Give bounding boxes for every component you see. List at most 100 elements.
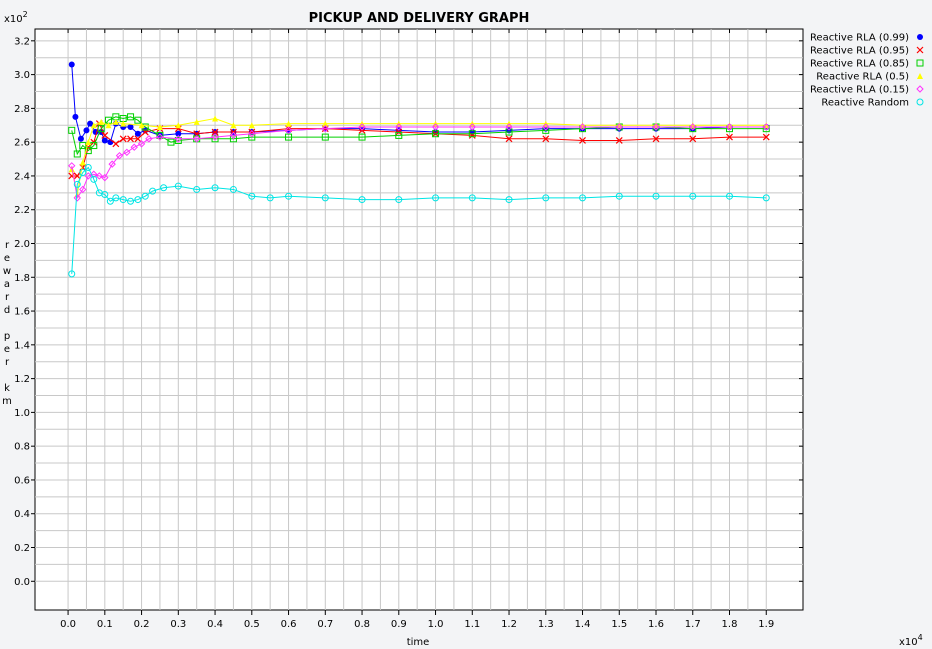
data-point xyxy=(615,123,623,131)
y-tick-label: 1.6 xyxy=(14,307,30,318)
data-point xyxy=(726,133,733,141)
data-point xyxy=(101,191,109,199)
data-point xyxy=(358,133,366,141)
data-point xyxy=(230,122,237,129)
legend-marker xyxy=(917,34,923,40)
x-tick-label: 0.4 xyxy=(207,619,223,630)
data-point xyxy=(175,130,182,137)
data-point xyxy=(130,143,138,151)
series-group xyxy=(68,61,770,278)
x-tick-label: 0.6 xyxy=(281,619,297,630)
data-point xyxy=(167,138,175,146)
data-point xyxy=(211,128,219,136)
series-6 xyxy=(68,163,770,278)
data-point xyxy=(505,135,513,143)
data-point xyxy=(321,194,329,202)
data-point xyxy=(358,196,366,204)
legend-entry-label: Reactive RLA (0.95) xyxy=(810,46,909,57)
data-point xyxy=(134,135,142,143)
data-point xyxy=(90,122,97,129)
x-axis-ticks: 0.0 0.1 0.2 0.3 0.4 0.5 0.6 0.7 0.8 0.9 1.0 1.1 1.2 1… xyxy=(60,29,774,630)
data-point xyxy=(84,163,92,171)
data-point xyxy=(229,131,238,140)
data-point xyxy=(105,122,112,129)
y-tick-label: 0.6 xyxy=(14,475,30,486)
data-point xyxy=(212,115,219,122)
data-point xyxy=(79,142,87,150)
data-point xyxy=(73,194,81,202)
data-point xyxy=(127,135,134,143)
data-point xyxy=(431,123,440,131)
series-5 xyxy=(68,123,770,202)
data-point xyxy=(395,123,403,131)
legend: Reactive RLA (0.99) Reactive RLA (0.95) Re… xyxy=(810,33,924,109)
plot-area xyxy=(34,28,804,611)
data-point xyxy=(248,192,256,200)
y-tick-label: 3.2 xyxy=(14,36,30,47)
data-point xyxy=(468,130,476,138)
data-point xyxy=(505,128,513,136)
data-point xyxy=(101,131,109,139)
x-tick-label: 0.8 xyxy=(354,619,370,630)
data-point xyxy=(248,130,256,138)
data-point xyxy=(127,197,135,205)
data-point xyxy=(90,175,98,183)
data-point xyxy=(652,192,660,200)
data-point xyxy=(266,194,274,202)
y-tick-label: 2.2 xyxy=(14,205,30,216)
data-point xyxy=(101,173,109,182)
data-point xyxy=(79,164,87,171)
data-point xyxy=(192,135,201,143)
data-point xyxy=(112,140,120,148)
data-point xyxy=(285,133,293,141)
x-tick-label: 1.3 xyxy=(538,619,554,630)
data-point xyxy=(72,113,79,120)
data-point xyxy=(95,172,104,180)
x-tick-label: 0.1 xyxy=(97,619,113,630)
data-point xyxy=(79,159,86,166)
x-tick-label: 1.4 xyxy=(575,619,591,630)
legend-entry-label: Reactive Random xyxy=(821,98,909,109)
x-tick-label: 0.3 xyxy=(170,619,186,630)
data-point xyxy=(83,127,90,134)
legend-entry-label: Reactive RLA (0.99) xyxy=(810,33,909,44)
data-point xyxy=(542,194,550,202)
data-point xyxy=(505,123,513,131)
x-tick-label: 1.2 xyxy=(501,619,517,630)
x-tick-label: 1.5 xyxy=(611,619,627,630)
data-point xyxy=(137,140,146,148)
x-axis-label: time xyxy=(407,637,430,648)
y-tick-label: 0.2 xyxy=(14,543,30,554)
data-point xyxy=(134,196,142,204)
data-point xyxy=(725,123,734,131)
data-point xyxy=(84,172,92,180)
data-point xyxy=(248,122,255,129)
data-point xyxy=(160,184,168,192)
x-tick-label: 0.0 xyxy=(60,619,76,630)
data-point xyxy=(68,162,76,170)
data-point xyxy=(73,180,81,188)
y-tick-label: 1.8 xyxy=(14,273,30,284)
data-point xyxy=(68,126,76,134)
data-point xyxy=(156,123,163,130)
legend-marker xyxy=(916,85,924,93)
data-point xyxy=(762,133,770,141)
data-point xyxy=(84,147,92,155)
x-axis-multiplier: x104 xyxy=(899,633,923,648)
data-point xyxy=(578,123,587,131)
legend-marker xyxy=(917,73,923,79)
data-point xyxy=(468,123,476,131)
data-point xyxy=(615,192,623,200)
data-point xyxy=(115,151,124,160)
x-tick-label: 0.5 xyxy=(244,619,260,630)
data-point xyxy=(77,135,84,142)
data-point xyxy=(145,135,153,143)
x-tick-label: 1.7 xyxy=(685,619,701,630)
data-point xyxy=(68,61,75,68)
data-point xyxy=(134,130,141,137)
data-point xyxy=(149,187,157,195)
y-tick-label: 0.0 xyxy=(14,577,30,588)
y-axis-multiplier: x102 xyxy=(4,10,28,25)
